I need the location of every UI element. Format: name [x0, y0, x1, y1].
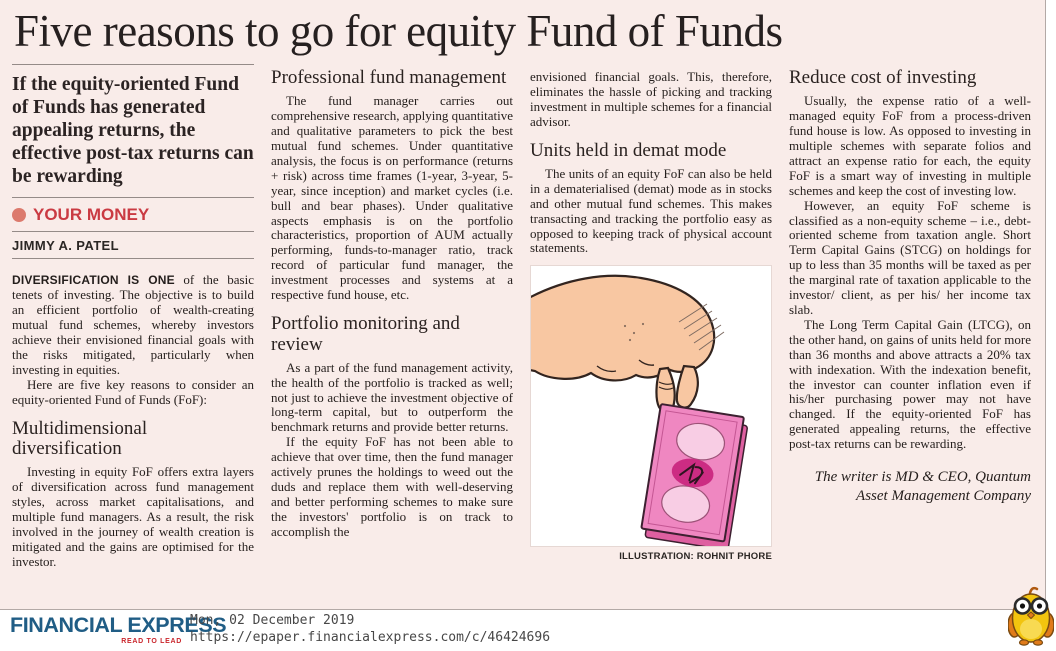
- rule: [12, 231, 254, 233]
- column-4: Reduce cost of investing Usually, the ex…: [789, 64, 1031, 592]
- section-kicker: YOUR MONEY: [12, 205, 254, 225]
- footer-meta: Mon, 02 December 2019 https://epaper.fin…: [190, 612, 550, 646]
- paragraph: The fund manager carries out comprehensi…: [271, 93, 513, 303]
- paragraph: DIVERSIFICATION IS ONE of the basic tene…: [12, 272, 254, 377]
- publication-date: Mon, 02 December 2019: [190, 613, 355, 628]
- paragraph: If the equity FoF has not been able to a…: [271, 434, 513, 539]
- paragraph: The Long Term Capital Gain (LTCG), on th…: [789, 316, 1031, 452]
- owl-mascot[interactable]: [1007, 584, 1055, 646]
- writer-attribution: The writer is MD & CEO, Quantum Asset Ma…: [814, 469, 1031, 505]
- illustration-credit: ILLUSTRATION: ROHNIT PHORE: [619, 551, 772, 563]
- rule: [12, 258, 254, 260]
- column-1: If the equity-oriented Fund of Funds has…: [12, 64, 254, 592]
- paragraph: envisioned financial goals. This, theref…: [530, 69, 772, 130]
- subhead-multidimensional-diversification: Multidimensional diversification: [12, 417, 148, 460]
- rule: [12, 64, 254, 66]
- epaper-url[interactable]: https://epaper.financialexpress.com/c/46…: [190, 630, 551, 645]
- epaper-footer: FINANCIAL EXPRESS READ TO LEAD Mon, 02 D…: [0, 611, 1056, 647]
- subhead-reduce-cost-of-investing: Reduce cost of investing: [789, 67, 977, 89]
- hand-banknote-illustration: [530, 265, 772, 548]
- logo-tagline: READ TO LEAD: [121, 637, 182, 645]
- column-layout: If the equity-oriented Fund of Funds has…: [0, 56, 1045, 592]
- financial-express-logo: FINANCIAL EXPRESS READ TO LEAD: [10, 613, 227, 645]
- owl-mascot-icon: [1007, 586, 1055, 646]
- byline: JIMMY A. PATEL: [12, 238, 119, 254]
- paragraph: Usually, the expense ratio of a well-man…: [789, 93, 1031, 198]
- column-3: envisioned financial goals. This, theref…: [530, 64, 772, 592]
- paragraph: However, an equity FoF scheme is classif…: [789, 197, 1031, 317]
- bullet-icon: [12, 208, 26, 223]
- logo-wordmark: FINANCIAL EXPRESS: [10, 613, 227, 637]
- subhead-units-held-in-demat-mode: Units held in demat mode: [530, 140, 727, 162]
- headline: Five reasons to go for equity Fund of Fu…: [14, 6, 783, 56]
- paragraph: Here are five key reasons to consider an…: [12, 376, 254, 407]
- paragraph: The units of an equity FoF can also be h…: [530, 165, 772, 256]
- column1-body: DIVERSIFICATION IS ONE of the basic tene…: [12, 272, 254, 569]
- subhead-portfolio-monitoring-and-review: Portfolio monitoring and review: [271, 312, 460, 355]
- lead-in: DIVERSIFICATION IS ONE: [12, 273, 175, 288]
- lead-rest: of the basic tenets of investing. The ob…: [12, 272, 254, 377]
- column-2: Professional fund management The fund ma…: [271, 64, 513, 592]
- article-clipping: Five reasons to go for equity Fund of Fu…: [0, 0, 1046, 610]
- standfirst: If the equity-oriented Fund of Funds has…: [12, 74, 254, 188]
- hand-banknote-illustration-graphic: [531, 275, 748, 547]
- paragraph: Investing in equity FoF offers extra lay…: [12, 464, 254, 569]
- rule: [12, 197, 254, 199]
- paragraph: As a part of the fund management activit…: [271, 359, 513, 435]
- subhead-professional-fund-management: Professional fund management: [271, 67, 507, 89]
- kicker-label: YOUR MONEY: [33, 205, 150, 225]
